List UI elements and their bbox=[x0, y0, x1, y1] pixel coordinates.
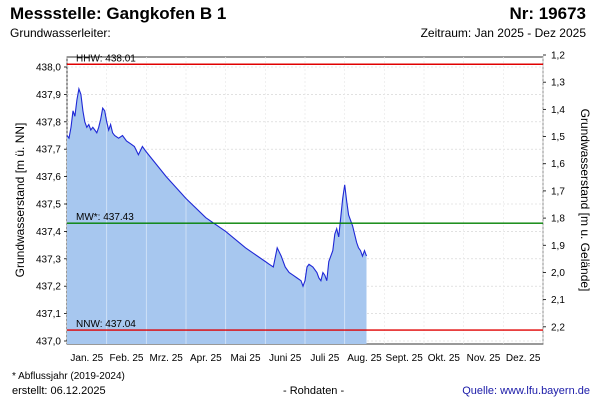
raw-data-label: - Rohdaten - bbox=[283, 385, 345, 397]
y2-tick-label: 1,6 bbox=[551, 159, 565, 170]
y2-tick-label: 1,8 bbox=[551, 214, 565, 225]
y-tick-label: 437,3 bbox=[36, 254, 61, 265]
y2-tick-label: 1,9 bbox=[551, 241, 565, 252]
x-tick-label: Dez. 25 bbox=[506, 353, 541, 364]
x-tick-label: Okt. 25 bbox=[428, 353, 461, 364]
y2-tick-label: 1,7 bbox=[551, 186, 565, 197]
y2-tick-label: 2,2 bbox=[551, 322, 565, 333]
created-date: erstellt: 06.12.2025 bbox=[12, 385, 106, 397]
x-tick-label: Juni 25 bbox=[269, 353, 302, 364]
y-axis-label: Grundwasserstand [m ü. NN] bbox=[13, 123, 27, 278]
x-tick-label: Mrz. 25 bbox=[149, 353, 183, 364]
station-number: Nr: 19673 bbox=[509, 4, 586, 23]
y2-tick-label: 1,2 bbox=[551, 51, 565, 62]
y-tick-label: 437,1 bbox=[36, 309, 61, 320]
period-label: Zeitraum: Jan 2025 - Dez 2025 bbox=[420, 26, 586, 40]
x-tick-label: Apr. 25 bbox=[190, 353, 222, 364]
y-tick-label: 437,7 bbox=[36, 145, 61, 156]
x-tick-label: Sept. 25 bbox=[386, 353, 424, 364]
y-tick-label: 438,0 bbox=[36, 63, 61, 74]
x-tick-label: Aug. 25 bbox=[347, 353, 382, 364]
y2-tick-label: 2,0 bbox=[551, 268, 565, 279]
aquifer-label: Grundwasserleiter: bbox=[10, 26, 111, 40]
y-tick-label: 437,2 bbox=[36, 282, 61, 293]
reference-line-label: MW*: 437.43 bbox=[76, 212, 134, 223]
series-area bbox=[67, 88, 367, 345]
y-tick-label: 437,5 bbox=[36, 200, 61, 211]
y2-axis-label: Grundwasserstand [m u. Gelände] bbox=[578, 109, 592, 292]
y-tick-label: 437,4 bbox=[36, 227, 61, 238]
x-tick-label: Mai 25 bbox=[230, 353, 260, 364]
y-tick-label: 437,9 bbox=[36, 90, 61, 101]
x-tick-label: Nov. 25 bbox=[467, 353, 501, 364]
y-tick-label: 437,8 bbox=[36, 117, 61, 128]
x-tick-label: Jan. 25 bbox=[70, 353, 103, 364]
source-link[interactable]: Quelle: www.lfu.bayern.de bbox=[462, 385, 590, 397]
y2-tick-label: 1,3 bbox=[551, 78, 565, 89]
y-tick-label: 437,0 bbox=[36, 337, 61, 348]
x-tick-label: Juli 25 bbox=[310, 353, 339, 364]
reference-line-label: HHW: 438.01 bbox=[76, 53, 136, 64]
x-tick-label: Feb. 25 bbox=[110, 353, 144, 364]
reference-line-label: NNW: 437.04 bbox=[76, 319, 136, 330]
footnote: * Abflussjahr (2019-2024) bbox=[12, 371, 125, 382]
y2-tick-label: 1,5 bbox=[551, 132, 565, 143]
series-line bbox=[66, 86, 368, 288]
y-tick-label: 437,6 bbox=[36, 172, 61, 183]
y2-tick-label: 2,1 bbox=[551, 295, 565, 306]
y2-tick-label: 1,4 bbox=[551, 105, 565, 116]
page-title: Messstelle: Gangkofen B 1 bbox=[10, 4, 227, 23]
